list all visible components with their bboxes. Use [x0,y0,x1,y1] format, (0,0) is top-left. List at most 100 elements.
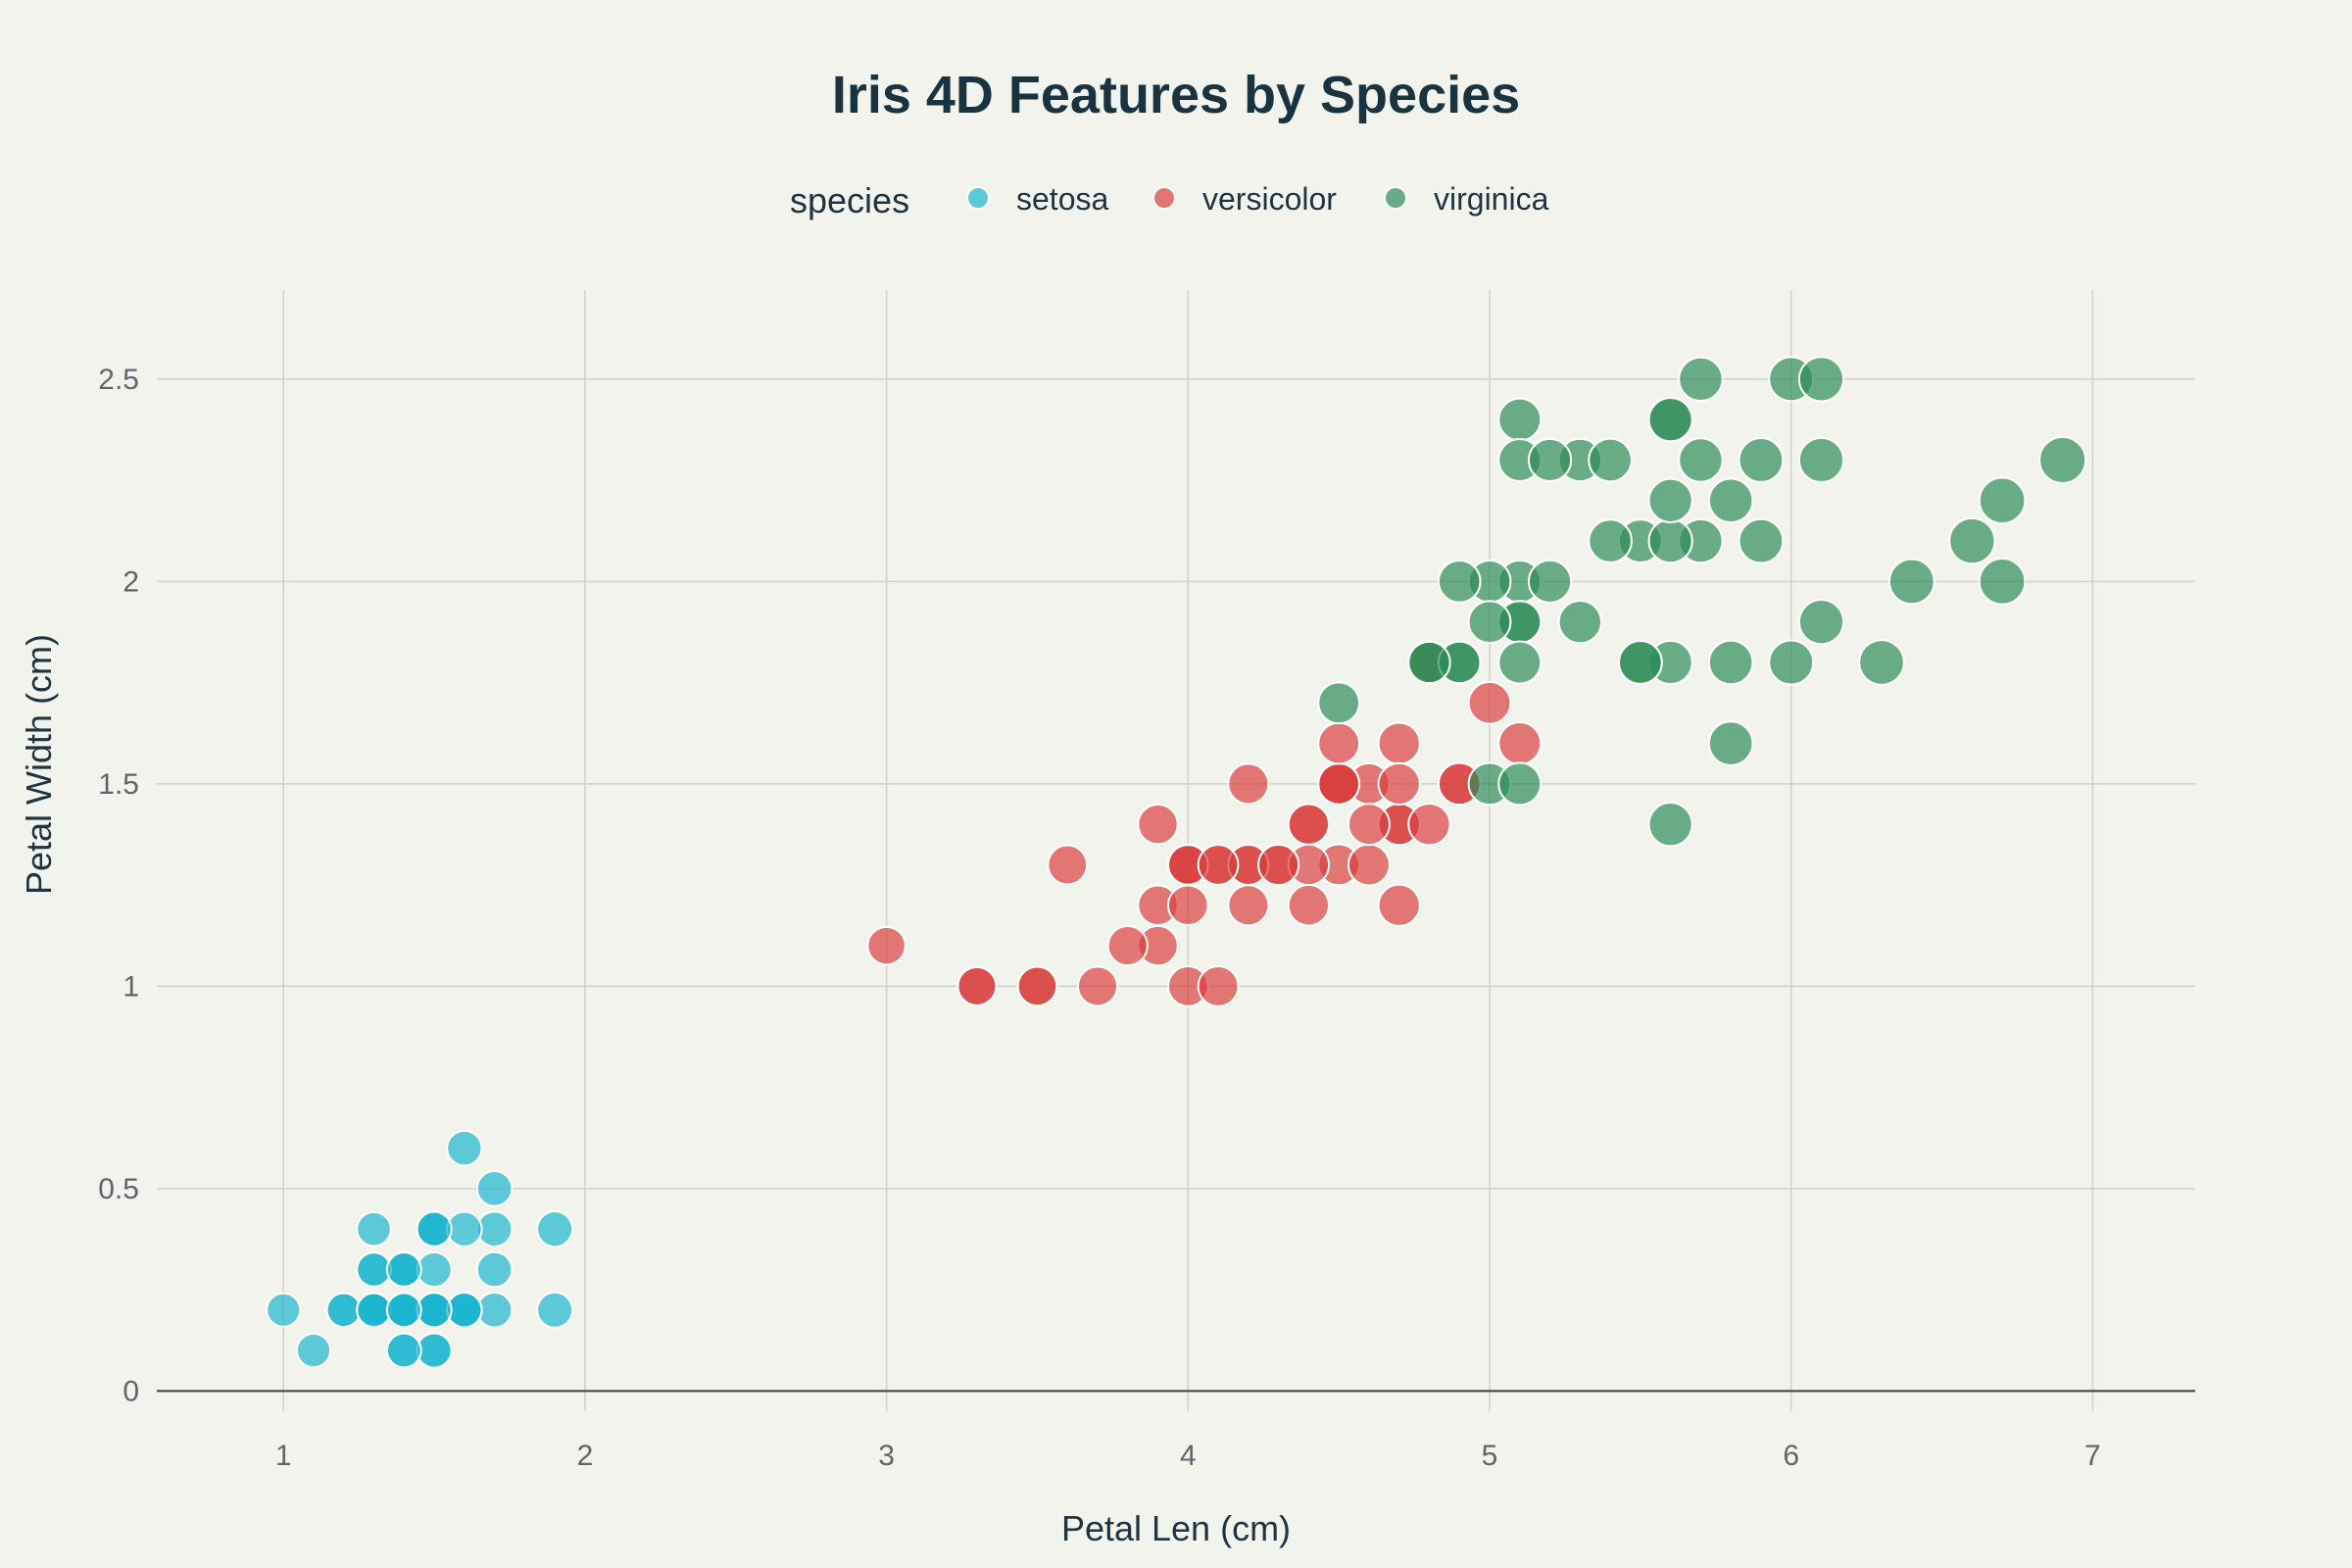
point-virginica[interactable] [1797,436,1845,484]
point-versicolor[interactable] [1077,965,1118,1007]
point-virginica[interactable] [1497,761,1543,807]
point-versicolor[interactable] [1197,964,1240,1007]
point-versicolor[interactable] [1467,680,1512,725]
y-tick-label: 2 [122,565,139,598]
point-versicolor[interactable] [1497,721,1543,766]
point-versicolor[interactable] [1377,721,1421,765]
point-versicolor[interactable] [1106,924,1149,967]
point-virginica[interactable] [1887,558,1936,606]
point-virginica[interactable] [1678,356,1724,403]
point-virginica[interactable] [1497,397,1543,442]
point-setosa[interactable] [475,1250,514,1289]
point-setosa[interactable] [295,1332,332,1369]
point-setosa[interactable] [536,1291,574,1329]
y-tick-label: 0 [122,1375,139,1407]
point-setosa[interactable] [416,1250,453,1289]
point-virginica[interactable] [1948,516,1996,565]
point-versicolor[interactable] [1287,884,1331,927]
legend-label-versicolor: versicolor [1202,181,1337,217]
point-versicolor[interactable] [1407,802,1451,847]
legend-label-setosa: setosa [1016,181,1108,217]
point-versicolor[interactable] [1347,803,1391,847]
x-tick-label: 3 [878,1440,895,1472]
legend-marker-versicolor [1152,186,1176,210]
point-virginica[interactable] [1647,802,1693,848]
legend-item-setosa[interactable]: setosa [966,181,1108,217]
point-setosa[interactable] [475,1170,514,1207]
point-virginica[interactable] [1527,559,1573,604]
point-virginica[interactable] [1707,639,1754,686]
point-virginica[interactable] [1617,640,1663,685]
point-setosa[interactable] [356,1210,392,1248]
point-virginica[interactable] [1707,477,1754,524]
point-versicolor[interactable] [1377,883,1421,927]
point-virginica[interactable] [1497,640,1543,685]
x-tick-label: 4 [1180,1440,1197,1472]
y-tick-label: 0.5 [98,1173,139,1205]
point-versicolor[interactable] [1287,803,1331,846]
point-virginica[interactable] [1678,437,1724,483]
point-virginica[interactable] [1738,437,1785,483]
point-versicolor[interactable] [1167,884,1209,927]
point-virginica[interactable] [1768,639,1815,686]
chart-title: Iris 4D Features by Species [832,66,1520,124]
point-virginica[interactable] [1647,477,1693,523]
point-setosa[interactable] [416,1292,453,1329]
point-virginica[interactable] [1978,558,2027,606]
point-versicolor[interactable] [866,925,906,966]
point-setosa[interactable] [446,1129,483,1167]
point-virginica[interactable] [1437,560,1482,604]
legend-label-virginica: virginica [1434,181,1549,217]
point-setosa[interactable] [385,1251,422,1288]
point-virginica[interactable] [1407,640,1451,685]
point-virginica[interactable] [1317,681,1361,725]
point-virginica[interactable] [1647,397,1693,443]
point-versicolor[interactable] [1317,761,1361,806]
x-tick-label: 1 [275,1440,292,1472]
point-setosa[interactable] [536,1210,574,1249]
point-virginica[interactable] [1527,437,1573,483]
point-virginica[interactable] [1588,437,1633,483]
point-virginica[interactable] [1588,518,1633,564]
point-versicolor[interactable] [1347,843,1391,887]
point-versicolor[interactable] [1047,844,1089,886]
point-setosa[interactable] [356,1292,392,1329]
y-tick-label: 1.5 [98,768,139,801]
x-axis-title: Petal Len (cm) [1061,1508,1291,1548]
point-versicolor[interactable] [1377,761,1421,806]
point-virginica[interactable] [1797,599,1845,646]
point-setosa[interactable] [416,1332,453,1369]
point-virginica[interactable] [1467,600,1512,645]
point-versicolor[interactable] [1227,884,1270,927]
legend-item-virginica[interactable]: virginica [1384,181,1549,217]
point-setosa[interactable] [325,1292,362,1328]
points-layer [266,356,2087,1369]
point-versicolor[interactable] [1137,803,1179,846]
point-virginica[interactable] [1858,639,1905,686]
point-virginica[interactable] [1707,720,1754,766]
point-virginica[interactable] [2038,435,2087,484]
point-setosa[interactable] [356,1251,392,1288]
point-virginica[interactable] [1797,356,1845,403]
point-versicolor[interactable] [1317,721,1361,765]
y-axis-title: Petal Width (cm) [19,634,59,895]
grid-layer [157,290,2195,1411]
legend-item-versicolor[interactable]: versicolor [1152,181,1337,217]
point-virginica[interactable] [1647,517,1693,564]
legend: species setosa versicolor virginica [790,180,1549,220]
point-versicolor[interactable] [956,965,998,1006]
point-setosa[interactable] [266,1292,302,1328]
point-versicolor[interactable] [1257,843,1300,887]
point-versicolor[interactable] [1197,844,1240,886]
x-tick-label: 5 [1482,1440,1498,1472]
x-tick-label: 2 [577,1440,594,1472]
point-setosa[interactable] [385,1292,422,1329]
point-versicolor[interactable] [1227,762,1270,806]
point-setosa[interactable] [385,1332,422,1369]
point-virginica[interactable] [1557,599,1603,645]
point-setosa[interactable] [416,1210,453,1248]
point-virginica[interactable] [1738,517,1785,564]
point-virginica[interactable] [1978,476,2027,525]
point-versicolor[interactable] [1016,965,1058,1007]
